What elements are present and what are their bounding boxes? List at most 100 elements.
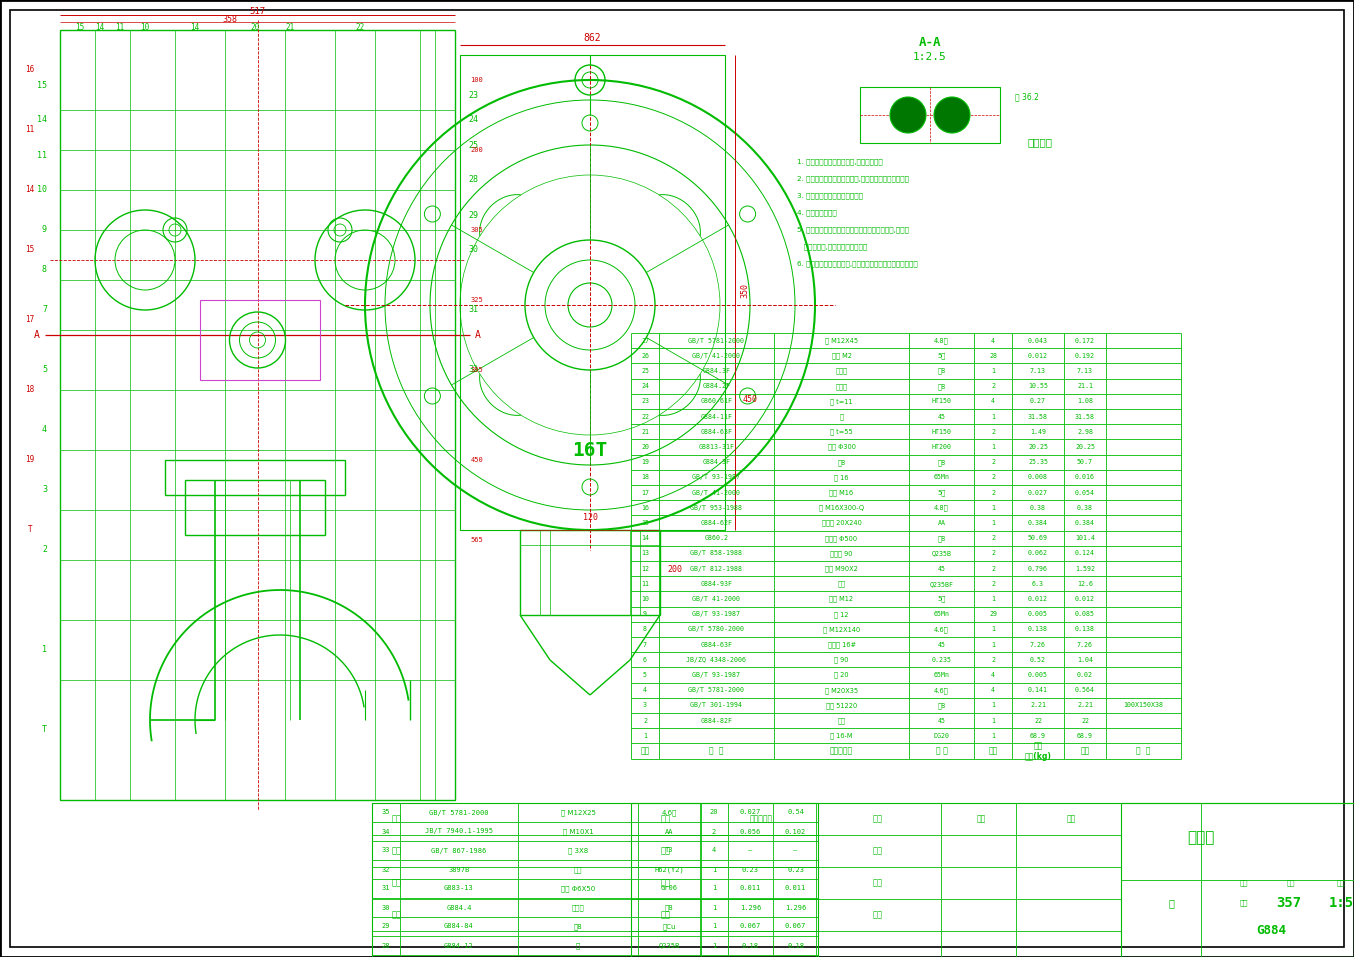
Text: 25: 25 [468,141,478,149]
Text: 862: 862 [584,33,601,43]
Text: 算量: 算量 [1240,879,1248,886]
Text: 螺 M12X140: 螺 M12X140 [823,626,860,633]
Text: 1: 1 [991,627,995,633]
Text: 0.124: 0.124 [1075,550,1095,556]
Text: GB/T 93-1987: GB/T 93-1987 [692,612,741,617]
Text: 0.23: 0.23 [787,866,804,873]
Text: 1: 1 [991,520,995,526]
Text: 65Mn: 65Mn [933,672,949,678]
Text: T: T [42,725,47,735]
Text: 65Mn: 65Mn [933,475,949,480]
Text: Q235BF: Q235BF [929,581,953,587]
Text: 0.054: 0.054 [1075,490,1095,496]
Text: 标准: 标准 [873,814,883,824]
Text: 0.043: 0.043 [1028,338,1048,344]
Text: 0.18: 0.18 [742,943,760,948]
Text: 565: 565 [471,537,483,543]
Text: 轴承 51220: 轴承 51220 [826,702,857,709]
Text: 共8: 共8 [937,535,945,542]
Text: 共8: 共8 [937,702,945,709]
Text: G883-13: G883-13 [444,885,474,892]
Text: 1: 1 [991,733,995,739]
Text: 1.04: 1.04 [1076,657,1093,663]
Text: G884: G884 [1257,924,1286,938]
Text: 20.25: 20.25 [1028,444,1048,450]
Text: 1: 1 [991,641,995,648]
Text: 33: 33 [382,848,390,854]
Text: 0.067: 0.067 [739,924,761,929]
Text: 28: 28 [468,175,478,185]
Text: 止动垫 90: 止动垫 90 [830,550,853,557]
Text: 22: 22 [640,413,649,419]
Text: Q235B: Q235B [658,943,680,948]
Text: G884.3F: G884.3F [703,368,731,374]
Text: 7.13: 7.13 [1030,368,1047,374]
Text: 14: 14 [37,116,47,124]
Text: 10: 10 [640,596,649,602]
Text: 357: 357 [1277,896,1301,910]
Text: 0.008: 0.008 [1028,475,1048,480]
Text: 14: 14 [26,186,35,194]
Text: 31.58: 31.58 [1075,413,1095,419]
Text: 1.08: 1.08 [1076,398,1093,405]
Text: AA: AA [937,520,945,526]
Text: 325: 325 [471,297,483,303]
Text: GB/T 5781-2000: GB/T 5781-2000 [688,687,745,693]
Text: GB/T 301-1994: GB/T 301-1994 [691,702,742,708]
Text: 25.35: 25.35 [1028,459,1048,465]
Text: GB/T 93-1987: GB/T 93-1987 [692,672,741,678]
Text: 5. 起升工件钩挂在钩子弯曲构成最大工作能力段,解释说: 5. 起升工件钩挂在钩子弯曲构成最大工作能力段,解释说 [798,227,909,234]
Text: 5级: 5级 [937,595,945,602]
Text: G884-63F: G884-63F [700,429,733,434]
Text: 6. 相关工件应清洁油漆后,在油漆处理后防腐处理中涂处理。: 6. 相关工件应清洁油漆后,在油漆处理后防腐处理中涂处理。 [798,260,918,267]
Text: 1: 1 [712,904,716,910]
Text: 24: 24 [640,383,649,389]
Text: 2: 2 [991,490,995,496]
Text: 25: 25 [640,368,649,374]
Text: 技术要求: 技术要求 [1028,137,1052,147]
Text: 4.8级: 4.8级 [934,504,949,511]
Text: 65Mn: 65Mn [933,612,949,617]
Bar [460,55,724,530]
Text: 50.7: 50.7 [1076,459,1093,465]
Text: 4: 4 [991,338,995,344]
Text: 45: 45 [937,641,945,648]
Text: GB/T 93-1987: GB/T 93-1987 [692,475,741,480]
Text: G860-61F: G860-61F [700,398,733,405]
Text: G860.2: G860.2 [704,535,728,542]
Text: 轮架组: 轮架组 [571,904,585,911]
Text: 15: 15 [640,520,649,526]
Text: 0.012: 0.012 [1075,596,1095,602]
Text: 200: 200 [668,566,682,574]
Text: GB/T 858-1988: GB/T 858-1988 [691,550,742,556]
Text: 0.138: 0.138 [1075,627,1095,633]
Text: 30: 30 [382,904,390,910]
Bar [631,803,1354,957]
Text: 0.016: 0.016 [1075,475,1095,480]
Text: G884-63F: G884-63F [700,641,733,648]
Text: Q235B: Q235B [932,550,952,556]
Text: 100: 100 [471,77,483,83]
Text: 10.55: 10.55 [1028,383,1048,389]
Text: JB/T 7940.1-1995: JB/T 7940.1-1995 [425,829,493,835]
Text: 4.6级: 4.6级 [661,810,677,815]
Text: 31: 31 [382,885,390,892]
Text: 弹 12: 弹 12 [834,611,849,617]
Text: 17: 17 [26,316,35,324]
Text: 导: 导 [575,943,580,948]
Text: 审核: 审核 [661,879,672,887]
Text: 0.18: 0.18 [787,943,804,948]
Text: 螺母 M2: 螺母 M2 [831,352,852,359]
Text: 导: 导 [839,413,844,420]
Text: G884.3F: G884.3F [703,459,731,465]
Text: —: — [749,848,753,854]
Text: 横梁组: 横梁组 [835,367,848,374]
Text: 侧板组 16#: 侧板组 16# [827,641,856,648]
Text: 1.592: 1.592 [1075,566,1095,571]
Text: 8: 8 [643,627,647,633]
Text: 制: 制 [1169,898,1174,908]
Text: 7.26: 7.26 [1030,641,1047,648]
Text: 11: 11 [640,581,649,587]
Text: 工艺: 工艺 [661,910,672,920]
Circle shape [934,97,969,133]
